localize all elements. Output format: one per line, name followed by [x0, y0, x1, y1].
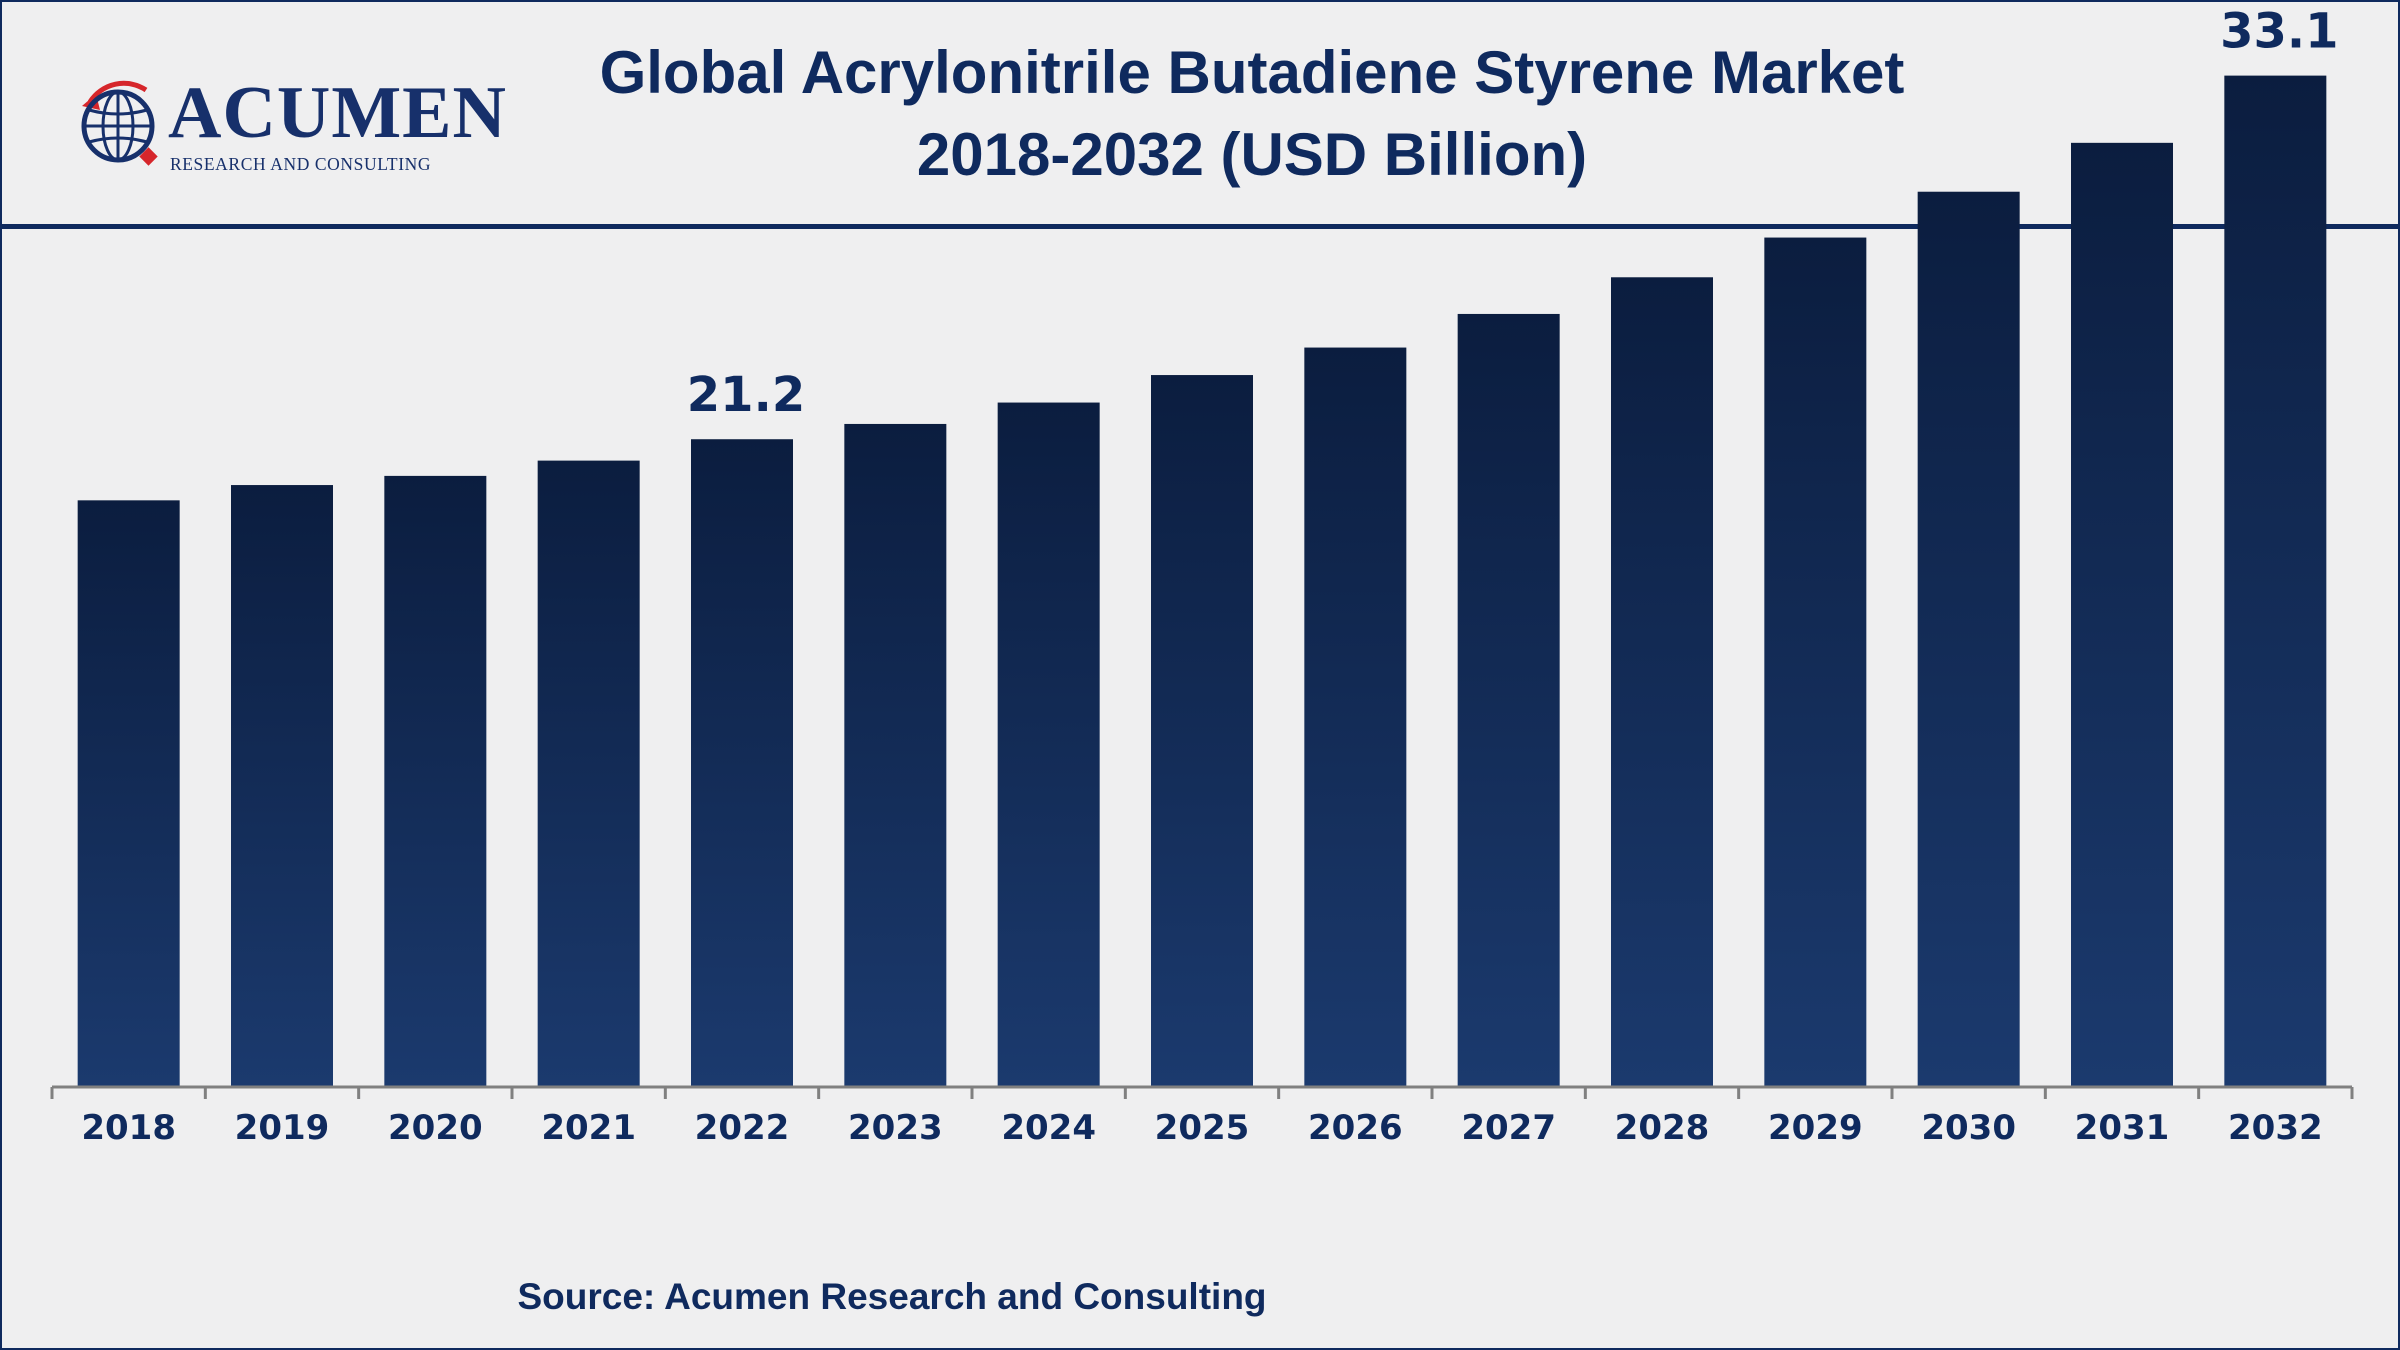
data-labels: 21.2 33.1 [687, 4, 2339, 424]
x-tick-label-2031: 2031 [2075, 1108, 2170, 1148]
bar-2025 [1151, 375, 1253, 1087]
bar-2026 [1304, 347, 1407, 1087]
x-tick-label-2032: 2032 [2228, 1108, 2323, 1148]
bar-2022 [691, 439, 793, 1087]
x-tick-labels: 2018 2019 2020 2021 2022 2023 2024 2025 2026 2027… [81, 1108, 2322, 1148]
x-tick-label-2023: 2023 [848, 1108, 943, 1148]
bar-2021 [537, 460, 640, 1088]
bar-2019 [231, 485, 333, 1087]
x-tick-label-2027: 2027 [1461, 1108, 1556, 1148]
x-tick-label-2025: 2025 [1155, 1108, 1250, 1148]
chart-title: Global Acrylonitrile Butadiene Styrene M… [502, 32, 2002, 196]
bar-2020 [384, 475, 487, 1087]
acumen-logo: ACUMEN RESEARCH AND CONSULTING [76, 76, 506, 176]
globe-icon [81, 80, 158, 166]
x-tick-label-2030: 2030 [1921, 1108, 2016, 1148]
x-tick-label-2020: 2020 [388, 1108, 483, 1148]
bar-2027 [1457, 313, 1560, 1087]
x-tick-label-2021: 2021 [541, 1108, 636, 1148]
header: ACUMEN RESEARCH AND CONSULTING Global Ac… [2, 2, 2398, 224]
x-tick-label-2022: 2022 [695, 1108, 790, 1148]
bar-2023 [844, 423, 947, 1087]
bar-2031 [2071, 142, 2173, 1088]
chart-title-line-2: 2018-2032 (USD Billion) [916, 121, 1588, 188]
data-label-2022: 21.2 [687, 367, 805, 423]
x-tick-label-2028: 2028 [1615, 1108, 1710, 1148]
x-tick-label-2026: 2026 [1308, 1108, 1403, 1148]
bar-2029 [1764, 237, 1867, 1088]
bar-2032 [2224, 75, 2327, 1088]
bar-2024 [997, 402, 1100, 1087]
bar-2018 [77, 500, 180, 1087]
x-tick-label-2019: 2019 [235, 1108, 330, 1148]
x-axis [50, 1085, 2354, 1099]
bar-2030 [1917, 191, 2020, 1087]
x-tick-label-2018: 2018 [81, 1108, 176, 1148]
data-label-2032: 33.1 [2220, 4, 2338, 60]
header-divider [2, 224, 2398, 229]
chart-title-line-1: Global Acrylonitrile Butadiene Styrene M… [599, 39, 1905, 106]
x-tick-label-2029: 2029 [1768, 1108, 1863, 1148]
x-tick-label-2024: 2024 [1001, 1108, 1096, 1148]
bar-2028 [1611, 277, 1713, 1087]
logo-wordmark: ACUMEN [168, 72, 507, 154]
source-note: Source: Acumen Research and Consulting [517, 1276, 1267, 1317]
logo-tagline: RESEARCH AND CONSULTING [170, 154, 432, 174]
bars-group [77, 75, 2327, 1088]
